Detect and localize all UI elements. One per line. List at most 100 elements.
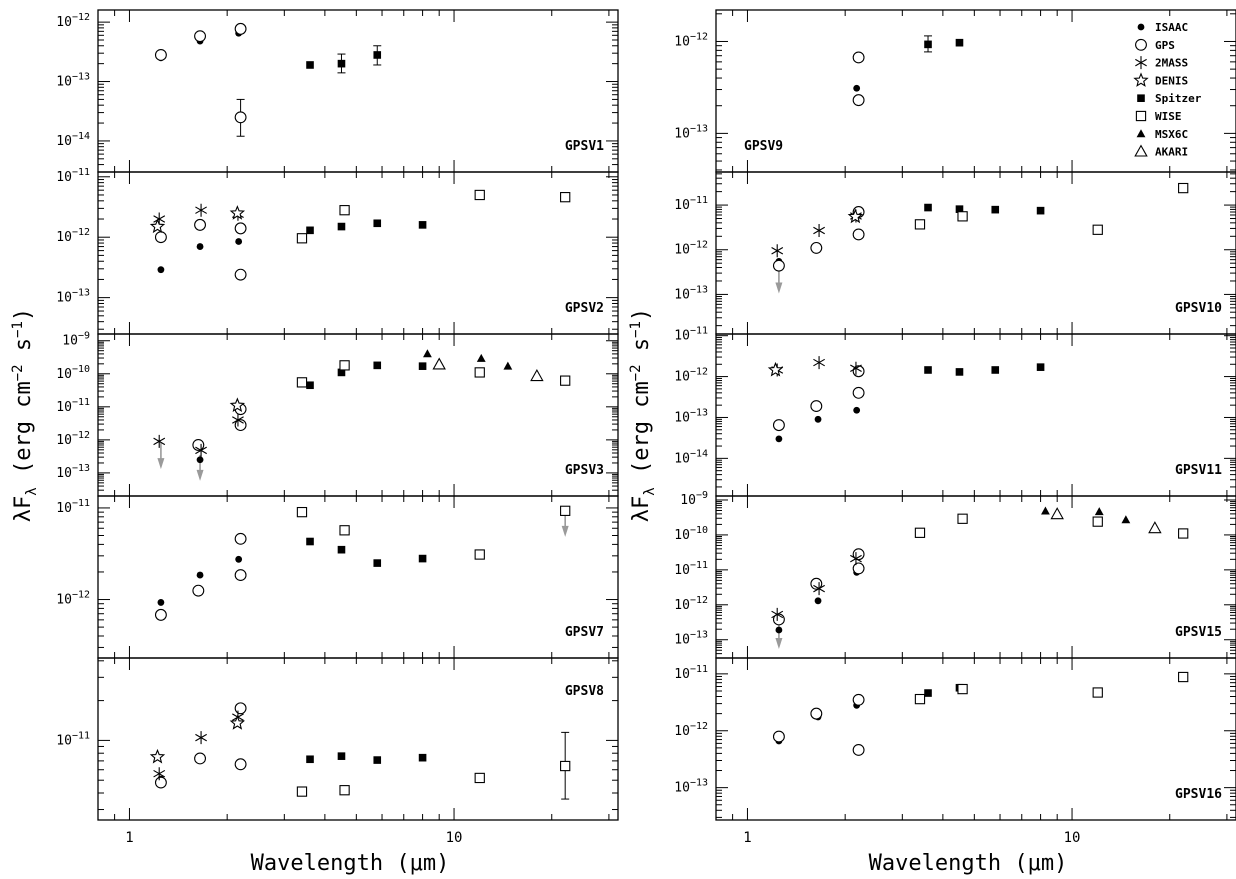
point-msx6c <box>423 349 432 358</box>
point-msx6c <box>1041 506 1050 515</box>
point-spitzer <box>373 219 382 228</box>
panel-frame <box>715 495 1236 659</box>
point-gps <box>852 562 865 575</box>
point-wise <box>339 525 350 536</box>
point-gps <box>194 30 206 43</box>
point-akari <box>1134 144 1148 157</box>
panel-gpsv3: 10−13 10−12 10−11 10−10 10−9 GPSV3 <box>56 331 619 497</box>
y-tick-label: 10−13 <box>674 407 708 425</box>
point-2mass <box>850 552 862 566</box>
point-denis <box>1133 72 1149 87</box>
panel-frame <box>715 333 1236 497</box>
panel-label: GPSV3 <box>565 463 604 478</box>
panel-label: GPSV8 <box>565 684 604 699</box>
point-gps <box>194 218 206 231</box>
point-isaac <box>775 435 783 443</box>
point-wise <box>957 513 968 524</box>
point-wise <box>560 505 571 516</box>
point-wise <box>474 367 485 378</box>
point-wise <box>560 760 571 772</box>
point-gps <box>852 51 865 64</box>
y-tick-label: 10−13 <box>56 288 90 306</box>
point-wise <box>296 377 308 388</box>
panel-gpsv7: 10−12 10−11 GPSV7 <box>56 495 619 659</box>
point-msx6c <box>476 353 486 362</box>
point-gps <box>234 702 247 715</box>
point-spitzer <box>924 40 932 49</box>
upper-limit-arrowhead <box>561 525 569 537</box>
y-tick-label: 10−12 <box>674 721 708 739</box>
point-akari <box>530 368 544 382</box>
point-wise <box>957 683 968 695</box>
point-isaac <box>1137 23 1145 31</box>
panel-gpsv2: 10−13 10−12 10−11 GPSV2 <box>56 167 619 335</box>
point-wise <box>914 693 926 705</box>
point-isaac <box>814 415 822 423</box>
point-gps <box>1135 38 1147 51</box>
point-spitzer <box>955 368 964 376</box>
point-spitzer <box>955 38 964 47</box>
upper-limit-arrowhead <box>775 282 783 294</box>
panel-gpsv8: 10−11 1 10 GPSV8 <box>56 657 619 846</box>
point-2mass <box>850 361 862 375</box>
point-spitzer <box>306 61 314 69</box>
y-tick-label: 10−10 <box>56 364 90 382</box>
point-spitzer <box>418 753 427 762</box>
legend-label: GPS <box>1155 39 1175 52</box>
point-wise <box>474 772 485 784</box>
point-2mass <box>1135 56 1147 70</box>
point-denis <box>767 361 784 377</box>
point-gps <box>810 241 823 254</box>
point-wise <box>339 205 350 216</box>
panel-gpsv10: 10−13 10−12 10−11 GPSV10 <box>674 171 1236 335</box>
point-denis <box>229 205 246 220</box>
y-tick-label: 10−13 <box>674 284 708 302</box>
point-spitzer <box>373 559 382 567</box>
panel-gpsv11: 10−14 10−13 10−12 10−11 GPSV11 <box>674 326 1236 497</box>
point-isaac <box>196 571 204 579</box>
point-gps <box>772 730 785 743</box>
y-tick-label: 10−13 <box>674 630 708 648</box>
point-gps <box>852 743 865 756</box>
legend-label: 2MASS <box>1155 57 1188 70</box>
upper-limit-arrowhead <box>775 638 783 650</box>
point-gps <box>234 22 247 35</box>
y-tick-label: 10−9 <box>62 331 90 349</box>
point-denis <box>847 208 864 224</box>
point-2mass <box>195 731 207 745</box>
point-spitzer <box>1137 94 1145 102</box>
point-spitzer <box>337 752 346 760</box>
panel-frame <box>97 657 619 821</box>
point-spitzer <box>991 366 1000 374</box>
y-tick-label: 10−14 <box>56 131 90 149</box>
point-2mass <box>195 443 207 457</box>
point-wise <box>1092 224 1103 235</box>
point-gps <box>154 49 167 61</box>
legend-label: MSX6C <box>1155 128 1188 141</box>
x-axis-label-left: Wavelength (μm) <box>251 851 450 876</box>
point-gps <box>772 419 785 432</box>
y-tick-label: 10−12 <box>56 430 90 448</box>
point-denis <box>149 748 166 764</box>
point-wise <box>1135 110 1147 122</box>
point-msx6c <box>1121 515 1131 524</box>
point-wise <box>1092 687 1103 698</box>
point-isaac <box>814 597 822 605</box>
point-spitzer <box>924 203 932 212</box>
point-wise <box>339 785 350 796</box>
panel-frame <box>97 171 619 335</box>
point-spitzer <box>306 381 314 390</box>
point-gps <box>234 268 247 281</box>
y-tick-label: 10−11 <box>674 195 708 213</box>
point-gps <box>852 94 865 107</box>
point-spitzer <box>337 545 346 554</box>
point-spitzer <box>418 362 427 370</box>
point-2mass <box>153 434 166 448</box>
point-isaac <box>196 456 204 464</box>
panel-label: GPSV10 <box>1175 301 1222 316</box>
y-tick-label: 10−11 <box>56 730 90 748</box>
point-2mass <box>195 203 207 217</box>
point-isaac <box>157 599 165 606</box>
panel-label: GPSV2 <box>565 301 604 316</box>
point-2mass <box>813 356 825 370</box>
